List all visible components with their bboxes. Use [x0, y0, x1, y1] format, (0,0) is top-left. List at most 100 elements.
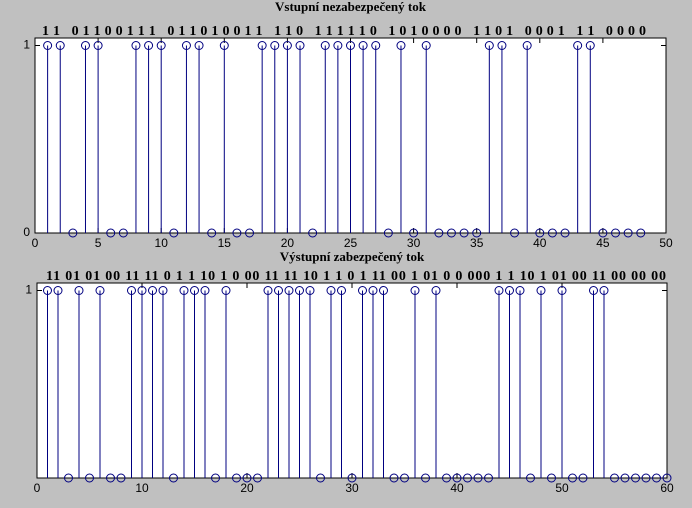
stem-marker [68, 228, 78, 238]
stem-marker [599, 286, 609, 295]
x-tick-label: 0 [32, 236, 39, 250]
stem-marker [589, 286, 598, 295]
stem-marker [337, 286, 346, 295]
stem-marker [131, 41, 141, 50]
stem-marker [200, 286, 210, 295]
stem-marker [494, 286, 504, 295]
stem-marker [43, 41, 53, 50]
stem-marker [379, 286, 388, 295]
stem-marker [144, 41, 154, 50]
stem-marker [568, 473, 577, 483]
stem-marker [221, 286, 231, 295]
stem-marker [194, 41, 204, 50]
stem-marker [284, 286, 294, 295]
stem-marker [253, 473, 262, 483]
stem-marker [371, 41, 381, 50]
stem-marker [156, 41, 166, 50]
x-tick-label: 40 [533, 236, 547, 250]
stem-marker [611, 228, 621, 238]
stem-marker [421, 41, 431, 50]
stem-marker [270, 41, 280, 50]
stem-marker [257, 41, 267, 50]
x-tick-label: 10 [155, 236, 169, 250]
annotation: 11 01 01 00 11 11 0 1 1 10 1 0 00 11 11 … [46, 269, 666, 284]
stem-marker [274, 286, 283, 295]
stem-marker [232, 228, 242, 238]
x-tick-label: 30 [407, 236, 421, 250]
stem-marker [127, 286, 136, 295]
x-tick-label: 35 [470, 236, 484, 250]
stem-marker [295, 286, 304, 295]
chart-title: Vstupní nezabezpečený tok [275, 0, 427, 14]
stem-marker [472, 228, 482, 238]
x-tick-label: 10 [135, 481, 149, 495]
stem-marker [207, 228, 217, 238]
stem-marker [333, 41, 343, 50]
stem-marker [232, 473, 241, 483]
stem-marker [358, 41, 368, 50]
stem-marker [610, 473, 619, 483]
stem-marker [169, 473, 178, 483]
stem-marker [421, 473, 430, 483]
stem-marker [578, 473, 588, 483]
x-tick-label: 30 [345, 481, 359, 495]
x-tick-label: 0 [34, 481, 41, 495]
x-tick-label: 15 [218, 236, 232, 250]
stem-marker [358, 286, 367, 295]
stem-marker [346, 41, 355, 50]
stem-marker [636, 228, 646, 238]
stem-marker [409, 228, 419, 238]
stem-marker [463, 473, 472, 483]
stem-marker [190, 286, 199, 295]
stem-marker [400, 473, 409, 483]
stem-marker [526, 473, 535, 483]
stem-marker [43, 286, 52, 295]
stem-marker [211, 473, 220, 483]
x-tick-label: 40 [450, 481, 464, 495]
stem-marker [389, 473, 399, 483]
stem-marker [547, 228, 557, 238]
stem-marker [473, 473, 483, 483]
stem-marker [305, 286, 315, 295]
stem-marker [434, 228, 444, 238]
x-tick-label: 5 [95, 236, 102, 250]
stem-marker [459, 228, 469, 238]
stem-marker [320, 41, 330, 50]
stem-marker [245, 228, 255, 238]
stem-marker [383, 228, 393, 238]
annotation: 1 1 0 1 1 0 0 1 1 1 0 1 1 0 1 0 0 1 1 1 … [42, 24, 646, 39]
stem-marker [484, 41, 494, 50]
x-tick-label: 20 [240, 481, 254, 495]
stem-marker [452, 473, 462, 483]
stem-marker [80, 41, 90, 50]
stem-marker [95, 286, 105, 295]
x-tick-label: 25 [344, 236, 358, 250]
y-tick-label: 1 [23, 38, 30, 52]
stem-marker [53, 286, 63, 295]
stem-marker [106, 228, 116, 238]
stem-marker [347, 473, 357, 483]
stem-marker [547, 473, 556, 483]
stem-marker [431, 286, 441, 295]
chart-title: Výstupní zabezpečený tok [280, 249, 425, 264]
stem-marker [560, 228, 570, 238]
stem-marker [442, 473, 451, 483]
stem-marker [573, 41, 583, 50]
stem-marker [515, 286, 525, 295]
stem-marker [55, 41, 65, 50]
stem-marker [505, 286, 514, 295]
stem-marker [662, 473, 672, 483]
stem-marker [623, 228, 633, 238]
stem-marker [263, 286, 273, 295]
x-tick-label: 20 [281, 236, 295, 250]
stem-marker [536, 286, 546, 295]
stem-marker [106, 473, 115, 483]
stem-marker [169, 228, 179, 238]
stem-marker [410, 286, 420, 295]
stem-marker [85, 473, 94, 483]
stem-marker [598, 228, 608, 238]
stem-marker [116, 473, 126, 483]
stem-marker [64, 473, 73, 483]
